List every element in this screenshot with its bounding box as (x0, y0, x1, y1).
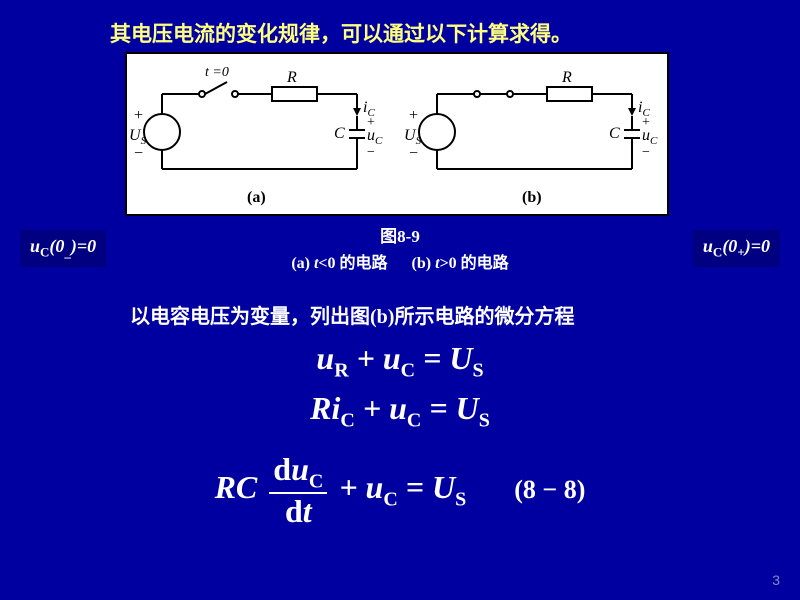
svg-text:(a): (a) (247, 189, 266, 206)
caption-line1: 图8-9 (0, 222, 800, 247)
caption-a: (a) t<0 的电路 (291, 255, 387, 272)
slide-number: 3 (772, 572, 780, 588)
eq3-denominator: dt (269, 494, 327, 529)
svg-text:−: − (642, 145, 650, 160)
subtitle: 以电容电压为变量，列出图(b)所示电路的微分方程 (130, 300, 574, 329)
eq3-number: (8 − 8) (514, 475, 585, 504)
svg-text:C: C (334, 125, 345, 142)
svg-text:t =0: t =0 (205, 65, 229, 80)
eq3-fraction: duC dt (269, 452, 327, 530)
eq3-prefix: RC (215, 469, 258, 505)
svg-text:+: + (409, 107, 418, 124)
svg-text:−: − (134, 145, 143, 162)
eq3-numerator: duC (269, 452, 327, 494)
svg-text:C: C (609, 125, 620, 142)
svg-text:(b): (b) (522, 189, 542, 206)
page-title: 其电压电流的变化规律，可以通过以下计算求得。 (110, 18, 572, 48)
svg-text:uC: uC (642, 127, 658, 147)
equation-3: RC duC dt + uC = US (8 − 8) (0, 452, 800, 530)
svg-text:−: − (409, 145, 418, 162)
svg-text:R: R (286, 69, 297, 86)
circuit-b: R iC C + uC − + US − (b) (404, 69, 658, 206)
svg-text:−: − (367, 145, 375, 160)
equation-1: uR + uC = US (0, 340, 800, 382)
eq3-rest: + uC = US (339, 469, 466, 505)
equation-2: RiC + uC = US (0, 390, 800, 432)
figure-caption: 图8-9 (a) t<0 的电路 (b) t>0 的电路 (0, 222, 800, 273)
circuit-a: t =0 R iC C + uC − + US − (a) (129, 65, 383, 206)
caption-b: (b) t>0 的电路 (412, 255, 509, 272)
svg-text:+: + (134, 107, 143, 124)
circuit-figure: t =0 R iC C + uC − + US − (a) R iC (125, 52, 669, 216)
svg-text:uC: uC (367, 127, 383, 147)
svg-text:R: R (561, 69, 572, 86)
